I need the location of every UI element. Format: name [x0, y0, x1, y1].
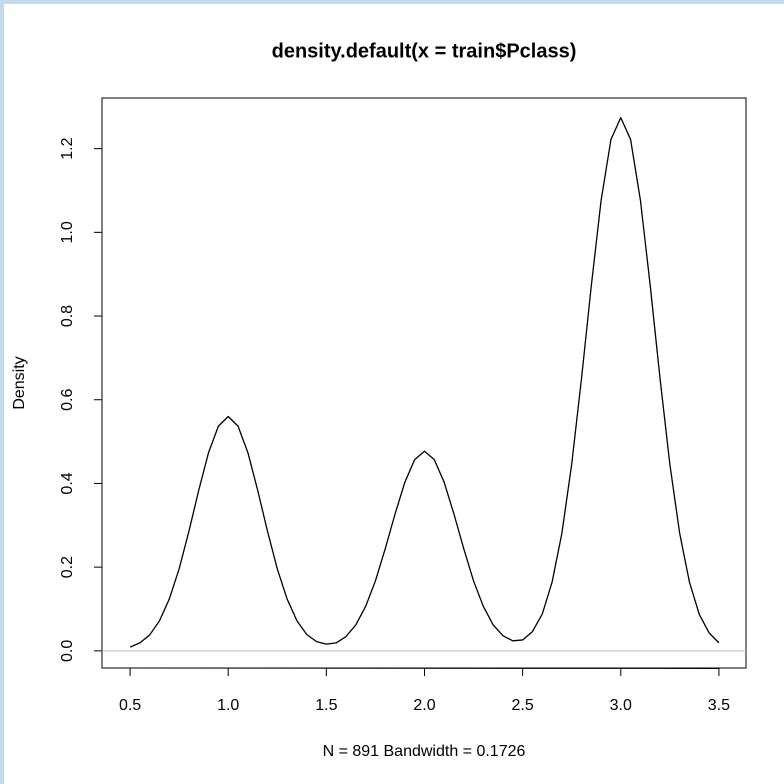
window-edge	[0, 0, 784, 4]
x-tick-label: 2.0	[413, 697, 435, 714]
x-axis-label: N = 891 Bandwidth = 0.1726	[323, 743, 526, 760]
y-tick-label: 0.2	[59, 556, 76, 578]
x-tick-label: 1.0	[217, 697, 239, 714]
y-tick-label: 0.0	[59, 640, 76, 662]
x-tick-label: 3.0	[610, 697, 632, 714]
chart-title: density.default(x = train$Pclass)	[272, 40, 577, 62]
x-tick-label: 3.5	[708, 697, 730, 714]
window-edge	[0, 0, 4, 784]
y-tick-label: 1.2	[59, 137, 76, 159]
density-line	[129, 117, 720, 648]
x-tick-label: 2.5	[512, 697, 534, 714]
y-tick-label: 0.4	[59, 472, 76, 494]
y-tick-label: 1.0	[59, 221, 76, 243]
y-tick-label: 0.6	[59, 389, 76, 411]
x-tick-label: 0.5	[119, 697, 141, 714]
y-axis-label: Density	[11, 356, 28, 409]
x-tick-label: 1.5	[315, 697, 337, 714]
y-tick-label: 0.8	[59, 305, 76, 327]
